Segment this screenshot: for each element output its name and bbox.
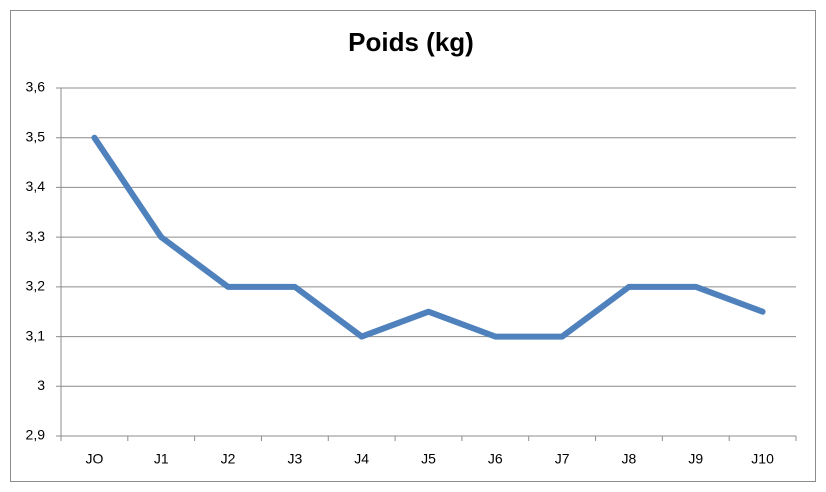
x-tick-label: J10 xyxy=(751,451,774,467)
x-tick-label: J5 xyxy=(421,451,436,467)
y-tick-label: 3,4 xyxy=(26,178,46,194)
y-tick-label: 3,5 xyxy=(26,128,46,144)
x-tick-label: J7 xyxy=(555,451,570,467)
chart-border xyxy=(10,10,816,482)
line-series xyxy=(91,134,766,340)
x-tick-label: J1 xyxy=(154,451,169,467)
x-tick-label: J2 xyxy=(221,451,236,467)
chart-title: Poids (kg) xyxy=(348,27,474,57)
y-tick-label: 3,2 xyxy=(26,278,46,294)
y-tick-label: 3,3 xyxy=(26,228,46,244)
x-tick-label: J3 xyxy=(287,451,302,467)
y-tick-label: 2,9 xyxy=(26,427,46,443)
x-tick-label: J4 xyxy=(354,451,369,467)
x-tick-label: JO xyxy=(85,451,103,467)
x-tick-label: J6 xyxy=(488,451,503,467)
x-tick-label: J8 xyxy=(622,451,637,467)
y-tick-label: 3,6 xyxy=(26,79,46,95)
y-tick-label: 3 xyxy=(37,377,45,393)
y-tick-label: 3,1 xyxy=(26,327,46,343)
x-tick-label: J9 xyxy=(688,451,703,467)
